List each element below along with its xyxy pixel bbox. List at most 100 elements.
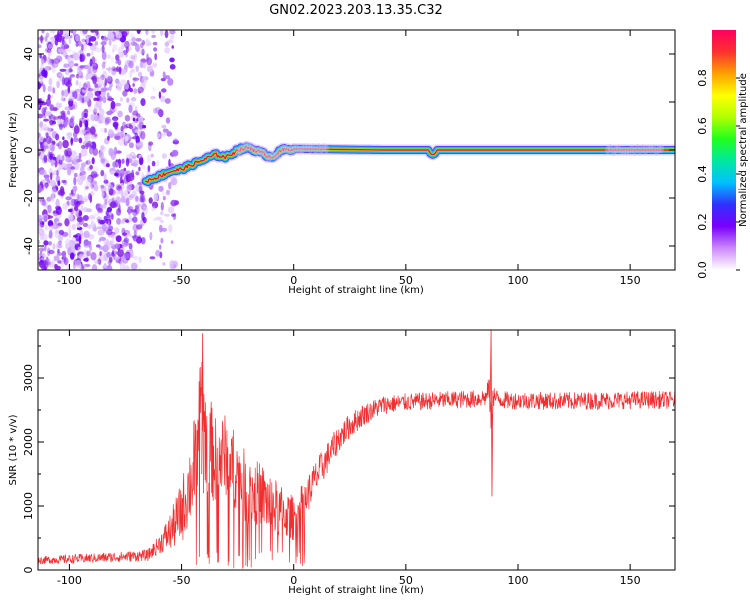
noise-blob — [82, 198, 88, 203]
noise-blob — [128, 214, 132, 223]
noise-blob — [77, 246, 82, 251]
noise-blob — [106, 251, 111, 258]
ridge-halo — [315, 142, 321, 152]
snr-x-tick-label: 150 — [620, 574, 641, 587]
noise-blob — [41, 69, 48, 77]
noise-blob — [40, 60, 47, 64]
ridge-halo — [321, 142, 327, 152]
noise-blob — [117, 249, 124, 258]
noise-blob — [141, 212, 145, 221]
noise-blob — [137, 203, 141, 208]
noise-blob — [170, 34, 175, 40]
noise-blob — [70, 35, 73, 39]
noise-blob — [55, 54, 59, 64]
noise-blob — [115, 32, 123, 39]
noise-blob — [40, 142, 44, 151]
colorbar-tick-label: 0.4 — [696, 165, 709, 183]
noise-blob — [115, 60, 119, 64]
noise-blob — [66, 163, 72, 167]
noise-blob — [83, 230, 90, 238]
ridge-halo — [251, 145, 257, 155]
noise-blob — [78, 152, 82, 160]
noise-blob — [160, 30, 164, 37]
noise-blob — [43, 215, 48, 223]
noise-blob — [45, 183, 48, 190]
noise-blob — [100, 88, 107, 97]
noise-blob — [78, 40, 82, 47]
noise-blob — [82, 82, 88, 91]
noise-blob — [64, 218, 70, 227]
ridge-halo — [629, 144, 635, 154]
noise-blob — [138, 256, 142, 264]
noise-blob — [114, 123, 118, 130]
noise-blob — [71, 237, 76, 245]
noise-blob — [59, 120, 65, 125]
noise-blob — [45, 111, 52, 116]
noise-blob — [40, 169, 47, 176]
noise-blob — [158, 185, 164, 192]
noise-blob — [90, 113, 95, 122]
noise-blob — [111, 251, 115, 257]
noise-blob — [108, 147, 114, 157]
noise-blob — [113, 203, 118, 208]
noise-blob — [128, 124, 133, 130]
noise-blob — [39, 255, 45, 264]
noise-blob — [147, 165, 151, 172]
noise-blob — [78, 174, 82, 181]
noise-blob — [106, 264, 113, 270]
spectrogram-panel: -100 -50 0 50 100 150 -40 -20 0 20 40 Height of s… — [8, 29, 676, 296]
noise-blob — [60, 188, 65, 197]
noise-blob — [38, 218, 43, 227]
noise-blob — [51, 187, 57, 195]
noise-blob — [164, 75, 171, 80]
noise-blob — [120, 125, 124, 132]
noise-blob — [47, 56, 51, 65]
noise-blob — [43, 259, 47, 265]
noise-blob — [38, 239, 41, 245]
noise-blob — [105, 210, 109, 217]
noise-blob — [109, 188, 114, 195]
noise-blob — [115, 102, 121, 107]
noise-blob — [118, 66, 122, 75]
noise-blob — [49, 30, 56, 34]
noise-blob — [116, 208, 122, 216]
noise-blob — [119, 97, 123, 102]
noise-blob — [146, 57, 153, 66]
noise-blob — [60, 110, 66, 119]
ridge-halo — [310, 142, 316, 152]
noise-blob — [90, 51, 94, 56]
noise-blob — [81, 38, 86, 42]
ridge-halo — [286, 145, 292, 155]
noise-blob — [168, 158, 171, 168]
noise-blob — [122, 90, 128, 97]
noise-blob — [89, 36, 97, 42]
colorbar-tick-label: 0.6 — [696, 117, 709, 135]
noise-blob — [88, 42, 93, 46]
ridge-halo — [262, 148, 267, 158]
noise-blob — [55, 198, 60, 208]
colorbar-tick-label: 0.8 — [696, 69, 709, 87]
noise-blob — [92, 181, 98, 186]
spectrogram-x-label: Height of straight line (km) — [288, 285, 424, 296]
noise-blob — [81, 97, 85, 104]
noise-blob — [92, 166, 99, 173]
noise-blob — [47, 215, 53, 219]
noise-blob — [47, 85, 53, 92]
ridge-halo — [256, 146, 262, 156]
noise-blob — [51, 64, 56, 73]
noise-blob — [96, 226, 104, 230]
noise-blob — [124, 265, 130, 270]
noise-blob — [68, 208, 73, 213]
noise-blob — [87, 158, 92, 167]
noise-blob — [141, 193, 145, 200]
noise-blob — [43, 155, 48, 163]
noise-blob — [135, 65, 139, 73]
noise-blob — [82, 242, 90, 248]
noise-blob — [122, 232, 127, 236]
noise-blob — [57, 180, 61, 186]
noise-blob — [100, 145, 104, 151]
noise-blob — [83, 239, 90, 246]
noise-blob — [103, 172, 107, 181]
noise-blob — [160, 77, 166, 82]
